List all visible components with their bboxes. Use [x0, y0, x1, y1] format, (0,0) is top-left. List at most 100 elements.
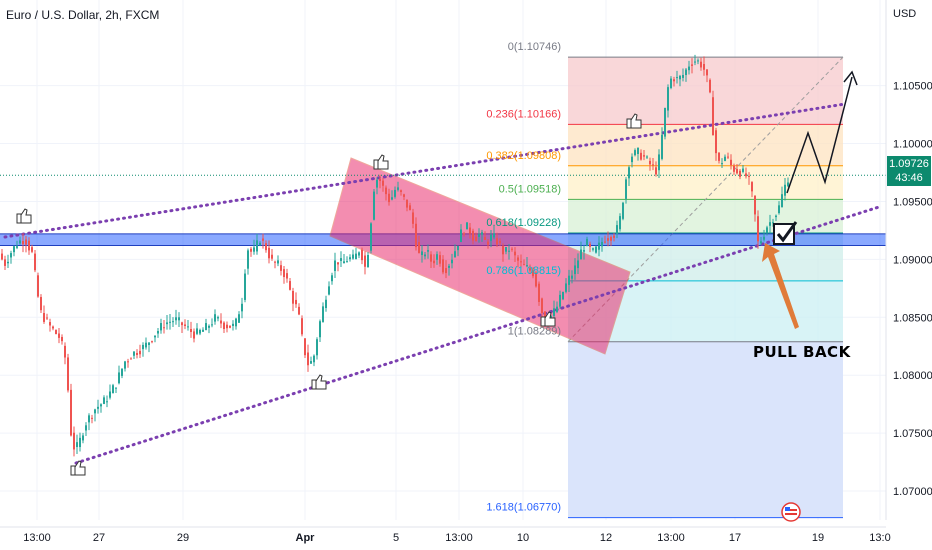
candle-body [670, 78, 672, 88]
candle-body [40, 297, 42, 311]
candle-body [292, 290, 294, 304]
candle-body [277, 260, 279, 264]
time-tick: 13:00 [657, 532, 685, 544]
candle-body [13, 246, 15, 253]
projection-path [786, 76, 853, 194]
candle-body [259, 242, 261, 245]
candle-body [586, 238, 588, 246]
candle-body [601, 241, 603, 247]
candle-body [289, 281, 291, 290]
candle-body [343, 261, 345, 264]
candle-body [154, 335, 156, 338]
candle-body [352, 254, 354, 259]
candle-body [589, 243, 591, 247]
candle-body [613, 235, 615, 238]
candle-body [37, 275, 39, 297]
candle-body [331, 275, 333, 282]
candle-body [25, 239, 27, 245]
candle-body [427, 250, 429, 252]
candle-body [754, 195, 756, 215]
candle-body [484, 236, 486, 240]
candle-body [529, 268, 531, 271]
candle-body [220, 320, 222, 324]
candle-body [346, 261, 348, 263]
upper-trendline [3, 102, 847, 239]
candle-body [760, 241, 762, 244]
candle-body [430, 254, 432, 262]
thumbs-up-icon [544, 311, 556, 327]
candle-body [196, 328, 198, 334]
current-price-badge: 1.09726 43:46 [887, 156, 931, 186]
thumbs-up-icon [373, 159, 379, 170]
candle-body [1, 253, 3, 260]
candle-body [70, 389, 72, 436]
candle-body [724, 156, 726, 161]
candle-body [703, 64, 705, 70]
candle-body [226, 324, 228, 329]
candle-body [136, 352, 138, 355]
candle-body [217, 317, 219, 319]
flag-box [329, 157, 631, 355]
thumbs-up-icon [16, 213, 22, 224]
candle-body [553, 308, 555, 316]
candle-body [64, 345, 66, 358]
candle-body [775, 215, 777, 218]
candle-body [481, 232, 483, 235]
candle-body [637, 147, 639, 154]
candle-body [475, 236, 477, 242]
candle-body [421, 251, 423, 256]
thumbs-up-icon [74, 460, 86, 476]
candle-body [520, 261, 522, 263]
candle-body [175, 317, 177, 321]
pullback-label: PULL BACK [753, 343, 852, 361]
candle-body [91, 417, 93, 419]
candle-body [163, 327, 165, 329]
candle-body [271, 254, 273, 259]
candle-body [541, 298, 543, 314]
candle-body [391, 197, 393, 200]
candle-body [307, 352, 309, 366]
candle-body [742, 168, 744, 172]
candle-body [526, 265, 528, 267]
pullback-arrow [762, 243, 799, 329]
candle-body [706, 69, 708, 76]
thumbs-up-icon [16, 208, 32, 224]
candle-body [787, 182, 789, 187]
candle-body [214, 314, 216, 322]
bar-countdown: 43:46 [895, 172, 923, 184]
candle-body [568, 275, 570, 285]
candle-body [538, 283, 540, 302]
candle-body [7, 261, 9, 264]
candle-body [337, 262, 339, 265]
thumbs-up-icon [540, 316, 546, 327]
fib-zone [568, 165, 843, 200]
price-tick: 1.08000 [893, 370, 932, 382]
candle-body [349, 257, 351, 260]
candle-body [34, 253, 36, 271]
candle-body [193, 331, 195, 339]
candle-body [190, 329, 192, 333]
candle-body [634, 150, 636, 156]
candle-body [442, 259, 444, 273]
candle-body [262, 238, 264, 241]
candle-body [211, 324, 213, 326]
candle-body [79, 437, 81, 448]
candle-body [616, 225, 618, 234]
candle-body [559, 294, 561, 307]
candle-body [61, 336, 63, 342]
candle-body [769, 222, 771, 226]
fib-zones [567, 56, 844, 519]
candle-body [418, 242, 420, 253]
candle-body [595, 246, 597, 253]
candle-body [778, 205, 780, 214]
time-tick: 13:00 [445, 532, 473, 544]
trend-lines [0, 102, 886, 465]
candle-body [232, 323, 234, 326]
candle-body [739, 170, 741, 177]
time-tick: 29 [177, 532, 189, 544]
candle-body [301, 318, 303, 335]
candle-body [640, 152, 642, 160]
candle-body [655, 167, 657, 175]
candle-body [109, 391, 111, 398]
